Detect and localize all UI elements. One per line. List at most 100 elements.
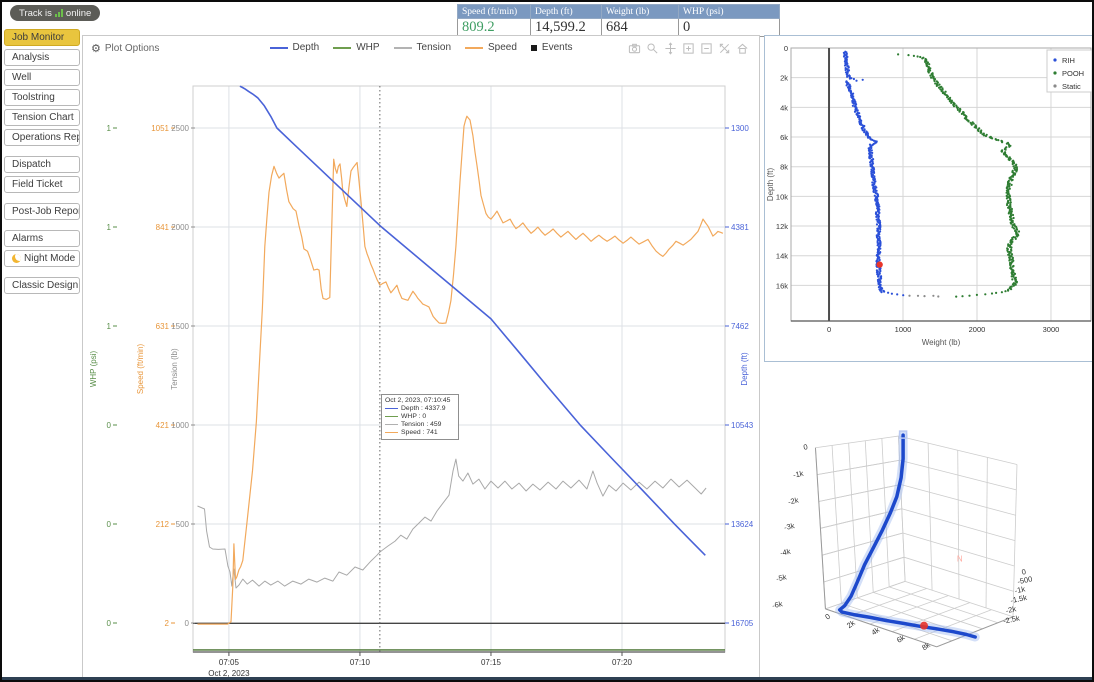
chart-legend: Depth WHP Tension Speed Events xyxy=(83,42,759,53)
legend-item-tension[interactable]: Tension xyxy=(393,42,451,53)
trajectory-3d-panel: 0 -1k -2k -3k -4k -5k -6k 0 2k 4k 6k 8k 0 -500 -1k -1.5… xyxy=(764,364,1094,680)
sidebar-item-label: Post-Job Report xyxy=(12,206,80,217)
x-tick-label: 07:10 xyxy=(350,658,371,667)
weight-depth-chart[interactable]: 0 2k 4k 6k 8k 10k 12k 14k 16k 0 1000 2000 3000 Weight… xyxy=(765,36,1094,361)
zoom-out-icon[interactable] xyxy=(699,41,713,55)
sidebar-item-label: Night Mode xyxy=(24,253,76,264)
y-tick-label-speed: 1051 xyxy=(151,124,169,133)
y-tick-label-depth: 4381 xyxy=(731,223,749,232)
legend-item-speed[interactable]: Speed xyxy=(465,42,517,53)
sidebar-item-field-ticket[interactable]: Field Ticket xyxy=(4,176,80,193)
y-tick-label-tension: 2000 xyxy=(171,223,189,232)
grid3d-line xyxy=(821,532,903,556)
y-tick-label-tension: 1000 xyxy=(171,421,189,430)
sidebar-item-label: Job Monitor xyxy=(12,32,65,43)
autoscale-icon[interactable] xyxy=(717,41,731,55)
sidebar-item-analysis[interactable]: Analysis xyxy=(4,49,80,66)
sidebar-item-night-mode[interactable]: Night Mode xyxy=(4,250,80,267)
y-tick-label: -1.5k xyxy=(1010,593,1028,605)
grid3d-line xyxy=(857,597,968,636)
grid3d-line xyxy=(957,450,960,600)
home-icon[interactable] xyxy=(735,41,749,55)
status-badge[interactable]: Track is online xyxy=(10,5,101,21)
sidebar-item-label: Alarms xyxy=(12,233,44,244)
y-tick-label-speed: 212 xyxy=(156,520,170,529)
x-tick-label: 8k xyxy=(920,640,932,652)
x-tick-label: 07:15 xyxy=(481,658,502,667)
x-tick-label: 0 xyxy=(823,612,832,622)
readout-value: 0 xyxy=(678,18,780,37)
signal-icon xyxy=(54,9,63,17)
camera-icon[interactable] xyxy=(627,41,641,55)
plot-options-button[interactable]: ⚙ Plot Options xyxy=(91,42,159,55)
y-tick-label: -2k xyxy=(1005,604,1017,615)
y-tick-label: 10k xyxy=(776,192,788,201)
y-tick-label-depth: 7462 xyxy=(731,322,749,331)
sidebar-item-dispatch[interactable]: Dispatch xyxy=(4,156,80,173)
sidebar-item-label: Toolstring xyxy=(12,92,55,103)
legend-item-events[interactable]: Events xyxy=(530,42,573,53)
y-tick-label: 14k xyxy=(776,252,788,261)
sidebar-item-well[interactable]: Well xyxy=(4,69,80,86)
y-tick-label-whp: 0 xyxy=(107,421,112,430)
x-tick-label: 4k xyxy=(870,625,882,637)
sidebar-item-operations-report[interactable]: Operations Report xyxy=(4,129,80,146)
grid3d-line xyxy=(898,436,906,582)
z-tick-label: -5k xyxy=(775,572,787,583)
series-depth xyxy=(239,85,706,556)
y-tick-label-speed: 421 xyxy=(156,421,170,430)
grid3d-line xyxy=(985,457,988,608)
events-square-icon xyxy=(530,44,537,51)
sidebar-item-alarms[interactable]: Alarms xyxy=(4,230,80,247)
trajectory-line xyxy=(837,433,977,639)
zoom-icon[interactable] xyxy=(645,41,659,55)
pan-icon[interactable] xyxy=(663,41,677,55)
sidebar-item-toolstring[interactable]: Toolstring xyxy=(4,89,80,106)
y-tick-label-depth: 10543 xyxy=(731,421,754,430)
z-tick-label: 0 xyxy=(803,442,809,452)
trajectory-3d-chart[interactable]: 0-1k-2k-3k-4k-5k-6k02k4k6k8k0-500-1k-1.5… xyxy=(764,364,1094,680)
tooltip-row-text: Tension : 459 xyxy=(401,421,442,428)
plot-toolbar xyxy=(627,41,749,55)
sidebar-item-label: Classic Design xyxy=(12,280,79,291)
zoom-in-icon[interactable] xyxy=(681,41,695,55)
current-position-3d-dot xyxy=(920,621,929,630)
x-tick-label: 1000 xyxy=(895,325,912,334)
sidebar-item-job-monitor[interactable]: Job Monitor xyxy=(4,29,80,46)
scatter-series-static xyxy=(908,294,940,298)
sidebar-item-label: Field Ticket xyxy=(12,179,63,190)
grid3d-line xyxy=(904,581,1014,618)
legend-item-whp[interactable]: WHP xyxy=(333,42,380,53)
x-axis-title: Weight (lb) xyxy=(922,338,961,347)
tooltip-row: Tension : 459 xyxy=(385,421,455,428)
legend-line-swatch xyxy=(333,46,352,49)
grid3d-line xyxy=(815,435,899,449)
legend-item-depth[interactable]: Depth xyxy=(269,42,319,53)
tooltip-row-text: WHP : 0 xyxy=(401,413,427,420)
scatter-series-pooh xyxy=(897,53,1021,298)
scatter-series-rih xyxy=(842,50,905,297)
sidebar-item-tension-chart[interactable]: Tension Chart xyxy=(4,109,80,126)
sidebar-item-classic-design[interactable]: Classic Design xyxy=(4,277,80,294)
legend-item-label: WHP xyxy=(356,42,380,53)
legend-item-label: Events xyxy=(541,42,573,53)
y-tick-label-speed: 2 xyxy=(165,619,170,628)
x-axis-line xyxy=(825,608,937,648)
y-tick-label: 0 xyxy=(784,44,788,53)
current-position-dot xyxy=(876,261,883,268)
readout-value: 684 xyxy=(601,18,679,37)
x-tick-label: 07:20 xyxy=(612,658,633,667)
grid3d-line xyxy=(847,588,927,617)
y-tick-label-speed: 841 xyxy=(156,223,170,232)
z-tick-label: -1k xyxy=(792,469,804,480)
readout-col-label: Depth (ft) xyxy=(530,4,602,19)
y-axis-title-whp: WHP (psi) xyxy=(89,351,98,388)
sidebar-item-post-job-report[interactable]: Post-Job Report xyxy=(4,203,80,220)
y-tick-label-tension: 1500 xyxy=(171,322,189,331)
moon-icon xyxy=(12,254,21,263)
scatter-legend-dot-rih xyxy=(1053,58,1057,62)
weight-depth-panel: 0 2k 4k 6k 8k 10k 12k 14k 16k 0 1000 2000 3000 Weight… xyxy=(764,35,1094,362)
series-tension xyxy=(197,458,707,589)
y-tick-label-depth: 16705 xyxy=(731,619,754,628)
